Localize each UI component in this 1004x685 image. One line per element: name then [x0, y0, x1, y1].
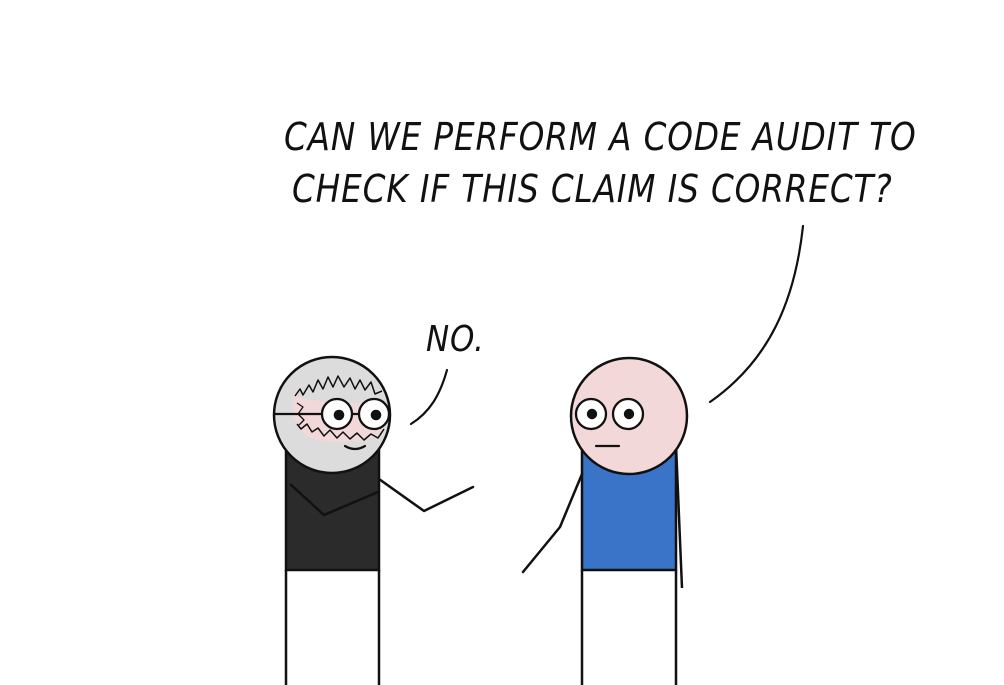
- question-text-line-2: CHECK IF THIS CLAIM IS CORRECT?: [292, 167, 893, 211]
- left-character-arm-fold: [289, 483, 379, 517]
- right-character-raised-arm: [521, 472, 584, 574]
- right-character-right-pupil: [623, 408, 635, 420]
- answer-text: NO.: [426, 319, 485, 360]
- left-character-smile: [343, 444, 367, 451]
- left-character-hair-line: [294, 375, 383, 397]
- left-character-arm: [377, 477, 475, 513]
- left-character-right-pupil: [370, 409, 382, 421]
- question-speech-tail: [708, 224, 805, 404]
- answer-speech-tail: [409, 368, 449, 426]
- right-character-left-pupil: [586, 408, 598, 420]
- left-character-beard-line: [296, 423, 385, 441]
- right-character-hanging-arm: [674, 444, 684, 589]
- question-text-line-1: CAN WE PERFORM A CODE AUDIT TO: [284, 115, 917, 159]
- left-character-left-pupil: [333, 409, 345, 421]
